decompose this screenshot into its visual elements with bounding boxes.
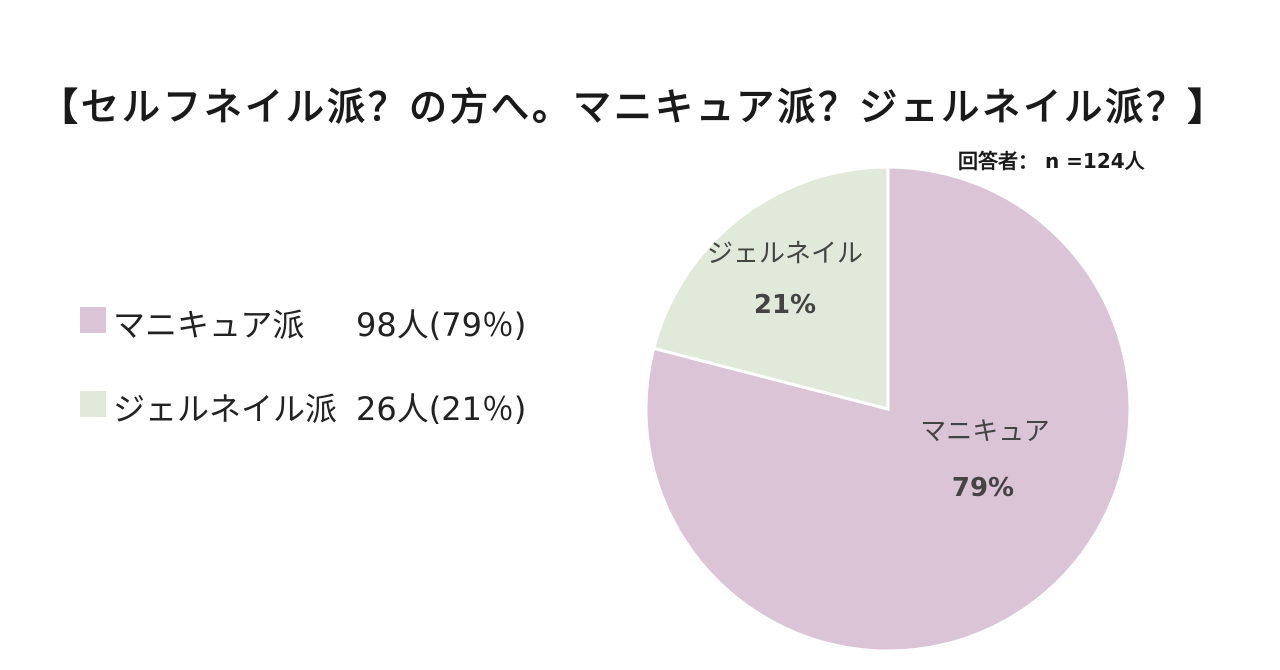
slice-label-gel-nail: ジェルネイル	[707, 239, 863, 269]
legend-swatch-manicure	[80, 307, 106, 333]
slice-label-manicure: マニキュア	[920, 417, 1049, 447]
respondents-note: 回答者： n =124人	[958, 149, 1145, 173]
slice-percent-manicure: 79%	[952, 473, 1014, 503]
chart-title: 【セルフネイル派？の方へ。マニキュア派？ジェルネイル派？】	[40, 85, 1229, 129]
legend-label-manicure: マニキュア派	[113, 306, 305, 344]
legend-value-gel-nail: 26人(21％)	[356, 390, 527, 428]
legend-value-manicure: 98人(79％)	[356, 306, 527, 344]
legend-swatch-gel-nail	[80, 391, 106, 417]
legend-label-gel-nail: ジェルネイル派	[113, 390, 338, 428]
slice-percent-gel-nail: 21%	[754, 290, 816, 320]
pie-slice-gel-nail	[651, 165, 890, 411]
